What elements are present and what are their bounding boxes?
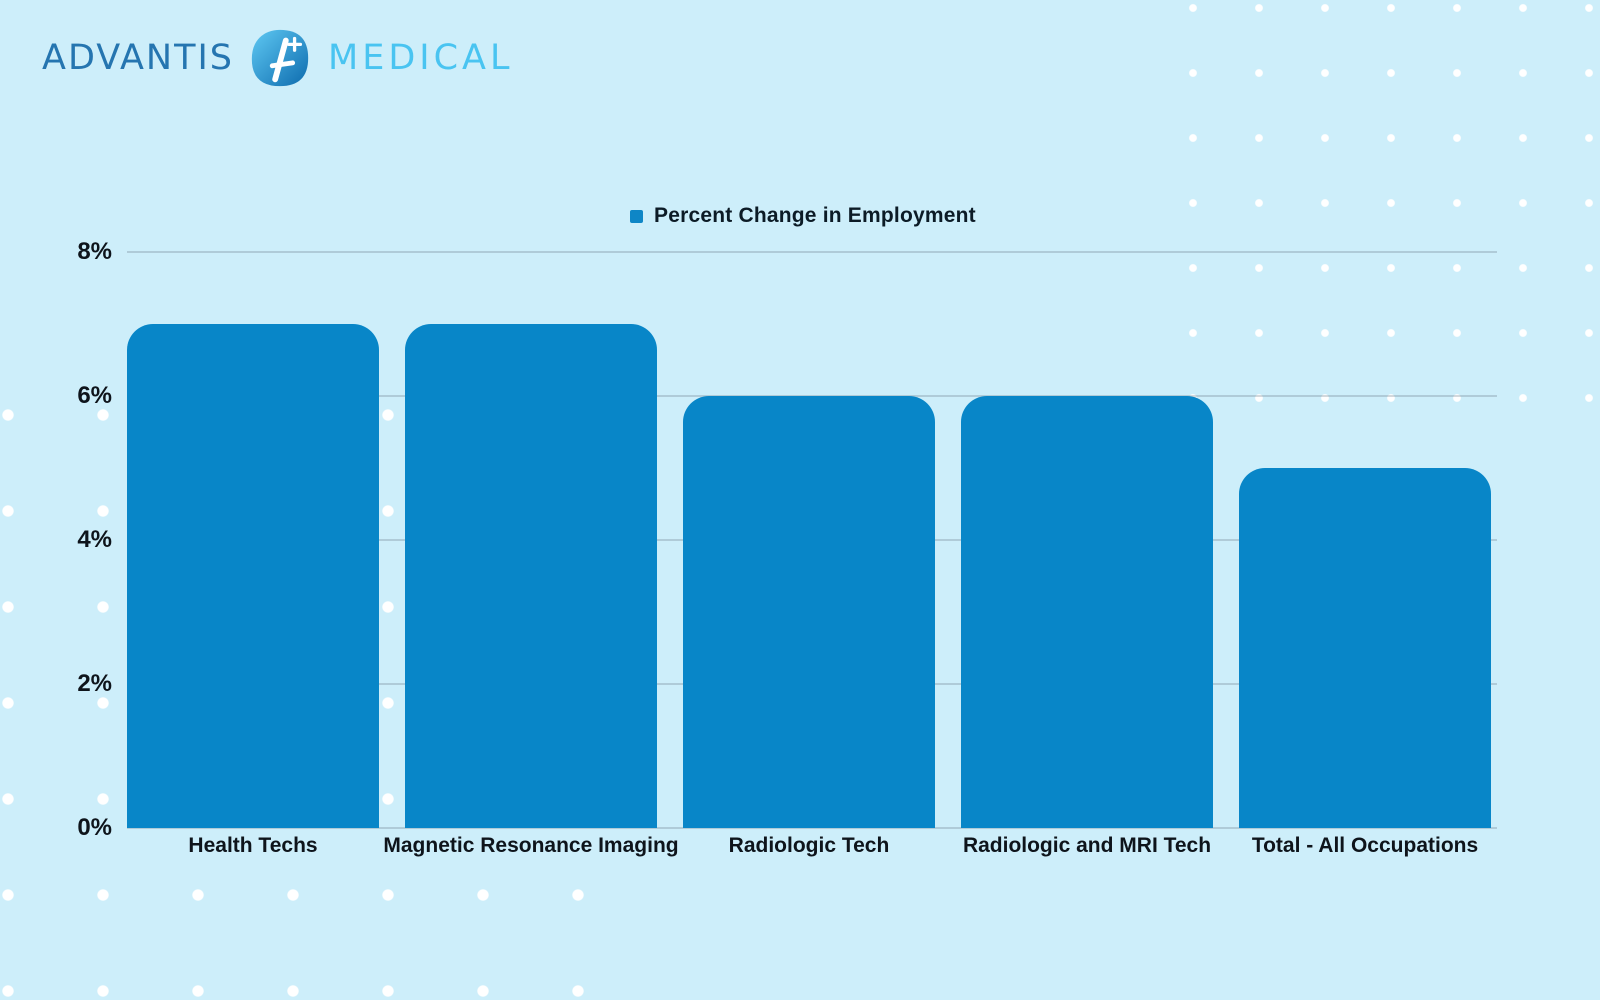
x-axis-category-label: Total - All Occupations: [1251, 834, 1479, 857]
y-axis-tick-label: 8%: [77, 238, 112, 265]
logo-text-advantis: ADVANTIS: [42, 38, 235, 78]
chart-legend: Percent Change in Employment: [630, 204, 976, 228]
x-axis-category-label: Radiologic Tech: [728, 834, 890, 857]
bar-total-all-occupations: [1239, 468, 1491, 828]
y-axis-tick-label: 4%: [77, 526, 112, 553]
gridline-8pct: [127, 251, 1497, 253]
bar-health-techs: [127, 324, 379, 828]
advantis-medical-logo: ADVANTIS MEDICAL: [42, 22, 514, 94]
legend-label: Percent Change in Employment: [654, 204, 976, 227]
y-axis-tick-label: 2%: [77, 670, 112, 697]
dot-pattern-top-right: [1160, 0, 1600, 412]
x-axis-category-label: Radiologic and MRI Tech: [962, 834, 1212, 857]
logo-text-medical: MEDICAL: [328, 38, 514, 78]
bar-radiologic-and-mri-tech: [961, 396, 1213, 828]
legend-swatch: [630, 209, 643, 223]
bar-radiologic-tech: [683, 396, 935, 828]
gridline-0pct: [127, 827, 1497, 829]
x-axis-category-label: Health Techs: [188, 834, 318, 857]
bar-magnetic-resonance-imaging: [405, 324, 657, 828]
y-axis-tick-label: 6%: [77, 382, 112, 409]
x-axis-category-label: Magnetic Resonance Imaging: [383, 834, 679, 857]
advantis-a-plus-drop-icon: [251, 29, 309, 87]
y-axis-tick-label: 0%: [77, 814, 112, 841]
